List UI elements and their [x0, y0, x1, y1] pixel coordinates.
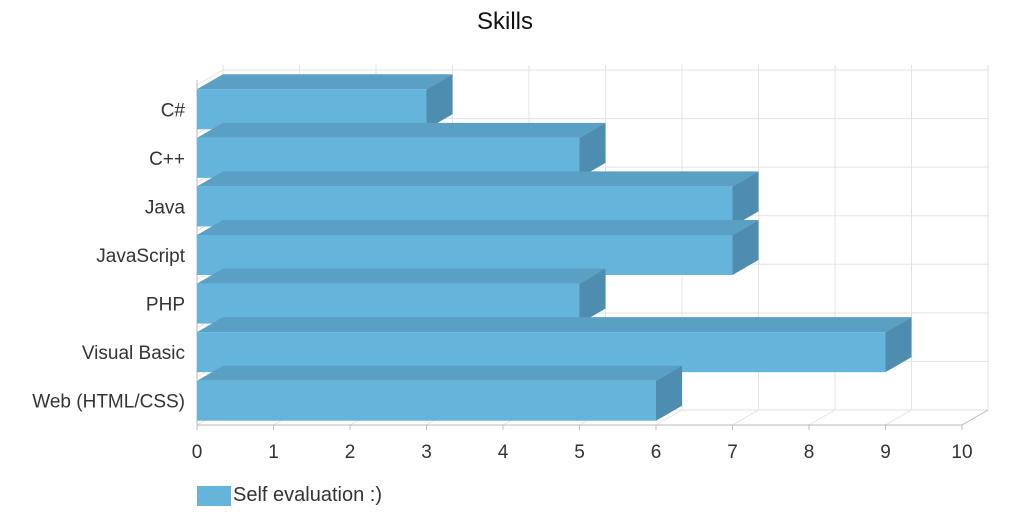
x-tick-label: 3: [421, 442, 432, 463]
bar-side-face: [656, 365, 682, 421]
category-label: PHP: [146, 295, 185, 316]
x-tick-label: 7: [727, 442, 738, 463]
category-label: C#: [161, 100, 186, 121]
bar-top-face: [197, 122, 606, 138]
chart-title: Skills: [476, 8, 533, 35]
bar: [197, 317, 912, 373]
bar-front-face: [197, 89, 427, 130]
bar-top-face: [197, 74, 453, 90]
bar-top-face: [197, 268, 606, 284]
bars: [197, 74, 912, 421]
bar-side-face: [885, 317, 912, 373]
category-label: Java: [145, 197, 186, 218]
category-label: Visual Basic: [82, 343, 185, 364]
bar-top-face: [197, 365, 682, 381]
bar-front-face: [197, 380, 656, 421]
bar-side-face: [732, 220, 759, 275]
bar: [197, 74, 453, 130]
grid-line-side: [196, 69, 224, 86]
category-label: Web (HTML/CSS): [32, 392, 185, 413]
x-tick-label: 9: [880, 442, 891, 463]
bar-side-face: [579, 122, 606, 178]
x-tick-label: 10: [951, 442, 972, 463]
legend-swatch: [197, 485, 231, 506]
bar-front-face: [197, 235, 733, 275]
legend[interactable]: Self evaluation :): [197, 484, 382, 507]
grid-line-floor: [732, 409, 759, 426]
bar-side-face: [426, 74, 453, 130]
bar-top-face: [197, 171, 759, 187]
bar-front-face: [197, 137, 580, 178]
x-tick-labels: 0 1 2 3 4 5 6 7 8 9 10: [192, 425, 973, 463]
bar: [197, 171, 759, 227]
x-axis-depth-line: [961, 409, 989, 426]
grid-line-floor: [885, 409, 912, 426]
category-labels: C# C++ Java JavaScript PHP Visual Basic Web (H…: [32, 100, 185, 412]
bar: [197, 268, 606, 324]
x-tick-label: 4: [498, 442, 509, 463]
grid-line-floor: [655, 409, 683, 426]
x-tick-label: 1: [268, 442, 279, 463]
x-tick-label: 6: [651, 442, 662, 463]
bar-top-face: [197, 317, 912, 333]
bar-top-face: [197, 220, 759, 235]
legend-label: Self evaluation :): [233, 484, 382, 506]
bar-front-face: [197, 283, 580, 324]
bar: [197, 365, 682, 421]
bar: [197, 220, 759, 275]
x-tick-label: 2: [345, 442, 356, 463]
bar-front-face: [197, 332, 886, 373]
grid-line-floor: [808, 409, 836, 426]
bar-side-face: [732, 171, 759, 227]
category-label: C++: [149, 149, 185, 170]
x-tick-label: 5: [574, 442, 585, 463]
bar-side-face: [579, 268, 606, 324]
x-tick-label: 8: [804, 442, 815, 463]
bar-front-face: [197, 186, 733, 227]
bar: [197, 122, 606, 178]
category-label: JavaScript: [96, 246, 185, 267]
x-tick-label: 0: [192, 442, 203, 463]
